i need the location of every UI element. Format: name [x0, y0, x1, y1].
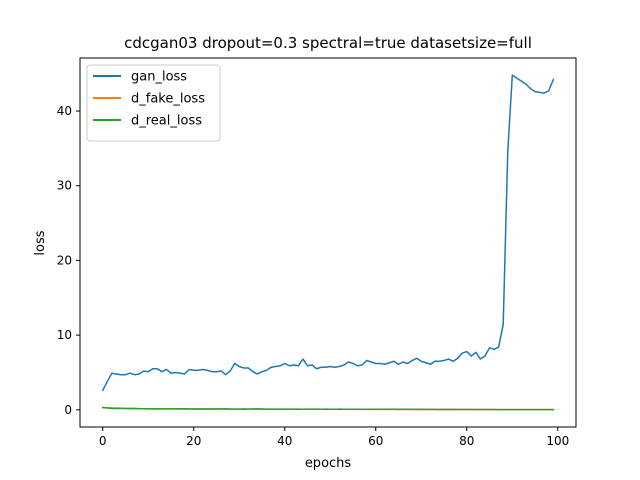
y-tick-label: 20: [57, 253, 72, 267]
plot-area: [101, 74, 555, 411]
series-line-d-real-loss: [101, 406, 554, 411]
axes-frame: [79, 57, 577, 428]
y-axis-title: loss: [33, 230, 48, 255]
y-axis: 0 10 20 30 40: [57, 104, 80, 417]
y-tick-label: 0: [64, 403, 72, 417]
x-tick-label: 40: [277, 434, 292, 448]
legend-label-gan-loss: gan_loss: [131, 70, 187, 85]
y-tick-label: 40: [57, 104, 72, 118]
x-tick-label: 60: [368, 434, 383, 448]
legend-label-d-real-loss: d_real_loss: [131, 114, 202, 129]
y-tick-label: 30: [57, 179, 72, 193]
legend-box: [86, 64, 221, 142]
x-tick-label: 100: [546, 434, 569, 448]
legend: gan_loss d_fake_loss d_real_loss: [86, 64, 221, 142]
x-axis: 0 20 40 60 80 100: [99, 427, 569, 448]
legend-label-d-fake-loss: d_fake_loss: [131, 92, 205, 107]
x-tick-label: 0: [99, 434, 107, 448]
x-tick-label: 80: [459, 434, 474, 448]
chart-title: cdcgan03 dropout=0.3 spectral=true datas…: [124, 34, 532, 52]
x-axis-title: epochs: [305, 456, 352, 471]
x-tick-label: 20: [186, 434, 201, 448]
series-line-gan-loss: [101, 74, 555, 392]
y-tick-label: 10: [57, 328, 72, 342]
